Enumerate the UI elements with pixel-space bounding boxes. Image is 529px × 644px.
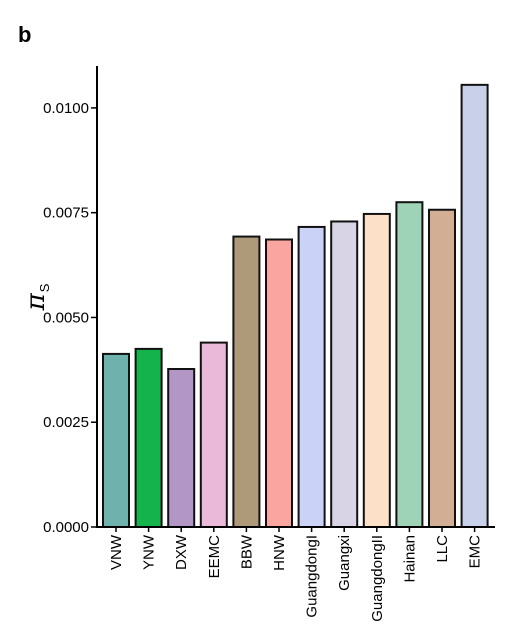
axes-group [91,66,495,532]
bars-group [102,83,489,529]
y-tick-label: 0.0000 [43,519,89,536]
y-axis-title: πS [21,283,52,311]
y-tick-label: 0.0100 [43,100,89,117]
bar-hnw [265,238,293,528]
bar-llc [428,208,456,529]
x-tick-label: EMC [467,535,484,569]
panel-label: b [18,22,32,47]
x-tick-label: GuangdongI [304,535,321,618]
bar-ynw [134,347,163,528]
x-tick-label: EEMC [206,535,223,579]
labels-group: 0.0000 0.0025 0.0050 0.0075 0.0100 VNW YNW DXW E… [21,100,484,622]
y-tick-label: 0.0050 [43,309,89,326]
bar-guangxi [330,220,359,528]
x-tick-label: Hainan [401,535,418,583]
x-tick-label: LLC [434,535,451,563]
x-tick-label: BBW [238,534,255,569]
x-tick-label: VNW [108,534,125,570]
x-tick-label: YNW [141,534,158,570]
x-tick-label: GuangdongII [369,535,386,622]
bar-bbw [232,235,261,528]
x-tick-label: HNW [271,534,288,571]
y-tick-label: 0.0025 [43,414,89,431]
x-tick-label: DXW [173,534,190,570]
bar-emc [460,83,489,528]
bar-guangdongii [362,212,391,528]
bar-guangdongi [297,225,326,528]
x-tick-label: Guangxi [336,535,353,591]
bar-vnw [102,352,130,529]
bar-hainan [395,201,424,528]
y-tick-label: 0.0075 [43,205,89,222]
bar-eemc [199,341,228,528]
y-axis-title-subscript: S [37,283,52,292]
bar-dxw [167,368,196,528]
